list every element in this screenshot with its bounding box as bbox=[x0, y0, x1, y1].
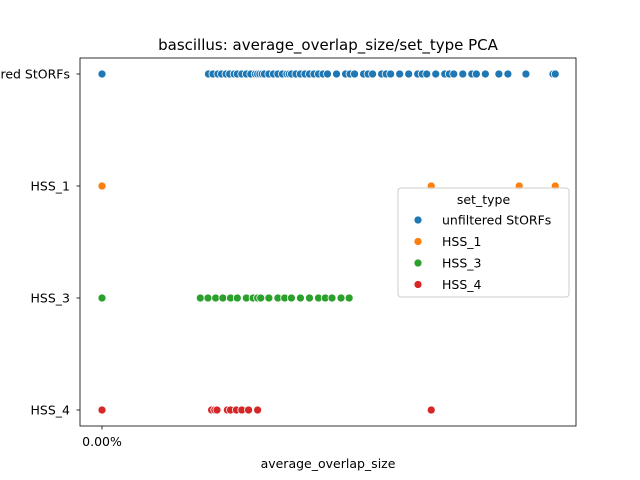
data-point bbox=[550, 69, 560, 79]
data-point bbox=[253, 405, 262, 415]
y-tick-label: unfiltered StORFs bbox=[0, 67, 70, 82]
legend-entry: HSS_3 bbox=[442, 256, 481, 271]
data-point bbox=[471, 69, 481, 79]
data-point bbox=[218, 293, 228, 303]
legend-title: set_type bbox=[457, 192, 511, 207]
data-point bbox=[332, 69, 341, 79]
data-point bbox=[368, 69, 377, 79]
legend-marker bbox=[413, 215, 423, 225]
data-point bbox=[480, 69, 490, 79]
data-point bbox=[426, 405, 436, 415]
y-tick-label: HSS_3 bbox=[31, 291, 70, 306]
legend: set_type unfiltered StORFs HSS_1 HSS_3 HSS_4 bbox=[397, 187, 570, 298]
data-point bbox=[244, 405, 253, 415]
data-point bbox=[296, 293, 305, 303]
data-point bbox=[264, 293, 274, 303]
data-point bbox=[211, 293, 221, 303]
data-point bbox=[344, 293, 354, 303]
data-point bbox=[503, 69, 513, 79]
data-point bbox=[323, 69, 332, 79]
data-point bbox=[404, 69, 414, 79]
data-point bbox=[327, 293, 337, 303]
data-point bbox=[431, 69, 441, 79]
y-tick-label: HSS_1 bbox=[31, 179, 70, 194]
data-point bbox=[256, 293, 266, 303]
data-point bbox=[232, 293, 242, 303]
data-point bbox=[97, 181, 107, 191]
data-point bbox=[195, 293, 205, 303]
data-point bbox=[212, 405, 222, 415]
data-point bbox=[449, 69, 459, 79]
chart-title: bascillus: average_overlap_size/set_type… bbox=[158, 36, 499, 55]
y-tick-label: HSS_4 bbox=[31, 403, 71, 418]
legend-entry: HSS_4 bbox=[442, 277, 482, 292]
data-point bbox=[287, 293, 296, 303]
plot-area: unfiltered StORFs HSS_1 HSS_3 HSS_4 0.00% bbox=[0, 57, 577, 449]
x-axis-label: average_overlap_size bbox=[261, 456, 396, 471]
data-point bbox=[350, 69, 359, 79]
data-point bbox=[494, 69, 504, 79]
legend-marker bbox=[413, 237, 423, 246]
data-point bbox=[521, 69, 531, 79]
data-point bbox=[97, 69, 107, 79]
axes-frame bbox=[79, 57, 577, 427]
legend-entry: HSS_1 bbox=[442, 234, 481, 249]
data-point bbox=[458, 69, 468, 79]
legend-box bbox=[397, 187, 570, 298]
data-point bbox=[97, 293, 107, 303]
data-point bbox=[305, 293, 314, 303]
data-point bbox=[336, 293, 346, 303]
legend-marker bbox=[413, 280, 423, 289]
legend-marker bbox=[413, 258, 423, 268]
data-point bbox=[422, 69, 432, 79]
data-point bbox=[386, 69, 396, 79]
x-tick-label: 0.00% bbox=[82, 434, 122, 449]
data-point bbox=[203, 293, 213, 303]
data-point bbox=[395, 69, 405, 79]
legend-entry: unfiltered StORFs bbox=[442, 213, 551, 228]
data-point bbox=[97, 405, 107, 415]
